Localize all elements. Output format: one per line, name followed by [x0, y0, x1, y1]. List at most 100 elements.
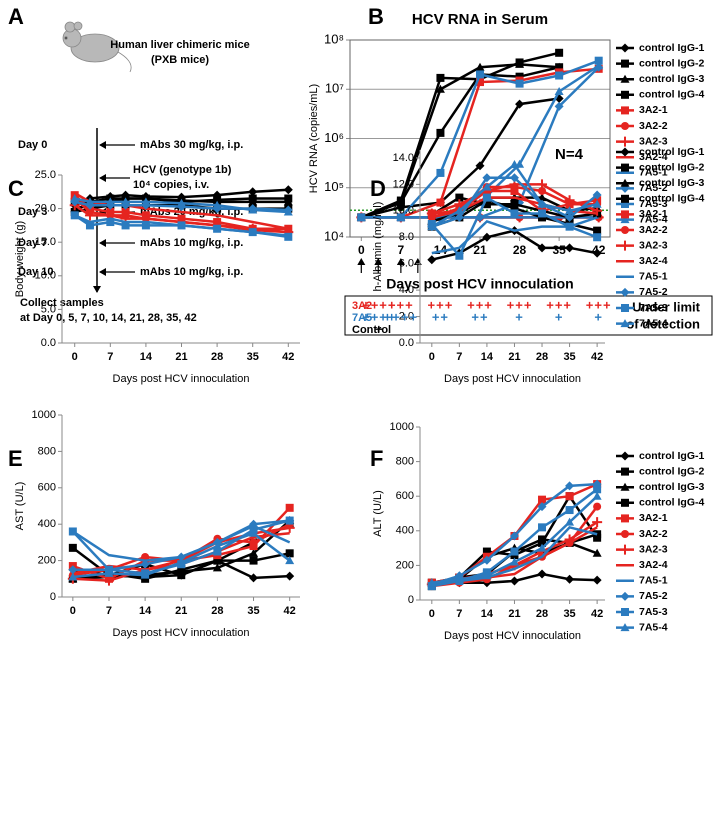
panel-letter: C — [8, 176, 24, 201]
point — [106, 218, 115, 227]
point — [593, 226, 602, 235]
point — [565, 212, 575, 222]
row-marks: ++++ — [362, 309, 396, 324]
point — [555, 71, 564, 80]
point — [177, 565, 186, 574]
panel-letter: E — [8, 446, 23, 471]
point — [593, 233, 602, 242]
y-axis-label: h-Albumin (mg/ml) — [372, 202, 384, 292]
legend-marker — [621, 59, 629, 68]
point — [103, 575, 114, 586]
x-tick-label: 0 — [72, 351, 78, 363]
point — [509, 173, 519, 183]
point — [510, 547, 519, 556]
day-label: Day 3 — [18, 206, 47, 218]
x-tick-label: 14 — [140, 351, 153, 363]
point — [482, 571, 492, 580]
row-marks: +++ — [507, 297, 533, 312]
y-tick-label: 400 — [396, 525, 414, 537]
x-tick-label: 35 — [247, 351, 259, 363]
point — [482, 182, 492, 191]
row-marks: +++ — [586, 297, 612, 312]
legend-marker — [621, 163, 629, 172]
point — [284, 232, 293, 241]
legend-marker — [621, 90, 629, 99]
x-axis-label: Days post HCV innoculation — [444, 373, 581, 385]
point — [594, 61, 604, 70]
point — [104, 568, 114, 577]
point — [592, 491, 602, 500]
row-marks: + — [594, 309, 603, 324]
x-tick-label: 7 — [106, 605, 112, 617]
x-tick-label: 7 — [398, 243, 405, 257]
legend-label: 3A2-3 — [639, 135, 668, 147]
point — [121, 197, 131, 206]
x-axis-label: Days post HCV innoculation — [113, 627, 250, 639]
point — [285, 556, 295, 565]
point — [538, 186, 547, 195]
point — [85, 221, 94, 230]
panel-a: A Human liver chimeric mice (PXB mice) D… — [8, 4, 250, 324]
plot-frame — [349, 39, 611, 238]
legend-label: 7A5-3 — [639, 302, 668, 314]
x-tick-label: 35 — [563, 351, 575, 363]
legend-label: 3A2-1 — [639, 512, 668, 524]
y-tick-label: 10⁵ — [324, 179, 344, 194]
point — [476, 78, 484, 87]
row-label: Control — [352, 324, 391, 336]
point — [509, 160, 519, 169]
point — [565, 481, 575, 491]
y-axis-label: ALT (U/L) — [372, 490, 384, 537]
x-tick-label: 21 — [508, 351, 520, 363]
y-tick-label: 600 — [396, 490, 414, 502]
legend-label: 7A5-4 — [639, 621, 668, 633]
y-tick-label: 14.0 — [393, 152, 414, 164]
y-axis-label: Body weight (g) — [14, 221, 26, 297]
y-tick-label: 400 — [38, 518, 56, 530]
day-label: Day 7 — [18, 237, 47, 249]
y-tick-label: 10⁸ — [324, 31, 344, 46]
point — [140, 570, 150, 579]
point — [249, 528, 259, 537]
legend-label: 7A5-4 — [639, 213, 668, 225]
legend-label: 3A2-1 — [639, 208, 668, 220]
row-marks: ++++ — [362, 297, 396, 312]
point — [454, 206, 464, 215]
legend-marker — [621, 498, 629, 507]
point — [510, 209, 519, 218]
x-tick-label: 35 — [552, 243, 566, 257]
legend-label: control IgG-1 — [639, 450, 704, 462]
x-tick-label: 35 — [563, 608, 575, 620]
x-tick-label: 42 — [282, 351, 294, 363]
point — [248, 187, 258, 197]
series-line — [360, 66, 560, 219]
point — [68, 527, 77, 536]
point — [141, 221, 150, 230]
y-tick-label: 0 — [408, 594, 414, 606]
legend-label: 3A2-2 — [639, 120, 668, 132]
y-tick-label: 2.0 — [399, 310, 414, 322]
point — [427, 222, 437, 231]
legend-label: control IgG-3 — [639, 481, 704, 493]
point — [565, 492, 574, 501]
y-tick-label: 15.0 — [35, 236, 56, 248]
point — [509, 531, 519, 541]
point — [213, 224, 222, 233]
legend-label: 3A2-4 — [639, 151, 668, 163]
point — [427, 578, 437, 587]
x-tick-label: 14 — [481, 608, 494, 620]
row-marks: + — [555, 309, 564, 324]
diagram-subtitle: (PXB mice) — [151, 54, 209, 66]
point — [141, 197, 151, 206]
legend-label: control IgG-4 — [639, 89, 704, 101]
step-text: mAbs 30 mg/kg, i.p. — [140, 139, 243, 151]
point — [454, 574, 464, 583]
legend-label: 3A2-2 — [639, 224, 668, 236]
point — [427, 255, 437, 265]
legend-label: control IgG-2 — [639, 57, 704, 69]
point — [249, 556, 258, 565]
point — [565, 206, 575, 215]
row-marks: ++ — [432, 309, 449, 324]
point — [249, 548, 259, 557]
x-tick-label: 28 — [513, 243, 527, 257]
